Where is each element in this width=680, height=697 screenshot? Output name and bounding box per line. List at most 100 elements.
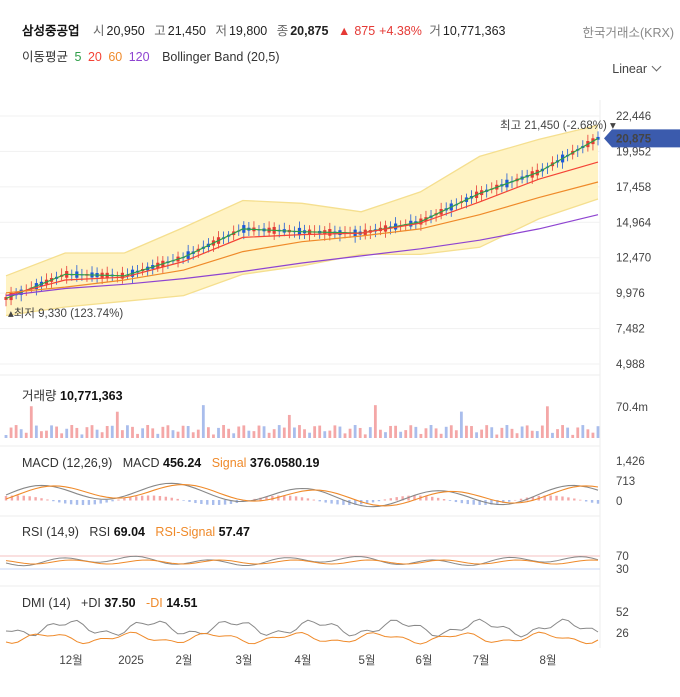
mdi-label: -DI <box>146 596 163 610</box>
volume-bar <box>343 433 347 438</box>
macd-histogram-bar <box>294 496 298 501</box>
volume-bar <box>201 405 205 438</box>
x-axis-label: 12월 <box>59 654 82 667</box>
exchange-label: 한국거래소(KRX) <box>582 26 674 40</box>
macd-histogram-bar <box>69 500 73 505</box>
ma-20[interactable]: 20 <box>87 50 102 64</box>
macd-histogram-bar <box>140 495 144 501</box>
rsi-tick-label: 30 <box>616 564 629 576</box>
volume-bar <box>181 425 185 438</box>
macd-histogram-bar <box>223 500 227 505</box>
price-tick-label: 4,988 <box>616 359 645 371</box>
volume-bar <box>379 429 382 438</box>
last-price-label: 20,875 <box>616 133 652 145</box>
volume-bar <box>308 432 311 438</box>
volume-bar <box>348 428 352 438</box>
volume-bar <box>287 414 291 438</box>
macd-histogram-bar <box>164 496 168 501</box>
macd-histogram-bar <box>81 500 85 506</box>
macd-histogram-bar <box>46 499 49 501</box>
macd-histogram-bar <box>365 500 369 504</box>
volume-bar <box>434 428 438 438</box>
macd-histogram-bar <box>40 498 43 501</box>
macd-histogram-bar <box>283 495 286 501</box>
macd-histogram-bar <box>28 496 31 501</box>
volume-bar <box>414 426 418 438</box>
volume-bar <box>75 427 79 438</box>
macd-histogram-bar <box>490 500 493 505</box>
volume-bar <box>586 429 590 438</box>
volume-bar <box>191 432 195 438</box>
volume-bar <box>333 425 337 438</box>
macd-histogram-bar <box>111 500 114 502</box>
volume-bar <box>120 430 124 438</box>
volume-bar <box>40 431 43 438</box>
volume-bar <box>510 428 514 438</box>
volume-bar <box>480 429 484 438</box>
macd-histogram-bar <box>129 497 132 501</box>
macd-histogram-bar <box>188 500 191 502</box>
macd-histogram-bar <box>584 500 588 502</box>
ma-120[interactable]: 120 <box>128 50 150 64</box>
volume-bar <box>389 425 392 438</box>
macd-value: 456.24 <box>163 456 202 470</box>
volume-bar <box>368 427 372 438</box>
volume-bar <box>247 430 251 438</box>
volume-bar <box>581 425 585 438</box>
volume-bar <box>540 425 544 438</box>
macd-params: MACD (12,26,9) <box>22 456 113 470</box>
ma-5[interactable]: 5 <box>74 50 82 64</box>
volume-bar <box>272 429 276 438</box>
volume-bar <box>394 425 398 438</box>
open-label: 시 <box>93 24 105 38</box>
volume-bar <box>490 427 494 438</box>
scale-dropdown[interactable]: Linear <box>612 62 660 76</box>
volume-bar <box>267 432 271 438</box>
dmi-tick-label: 26 <box>616 628 629 640</box>
macd-histogram-bar <box>247 500 250 501</box>
volume-bar <box>293 427 296 438</box>
volume-bar <box>465 425 468 438</box>
volume-bar <box>338 426 342 438</box>
volume-bar <box>520 426 524 438</box>
plus-di-line <box>5 618 599 638</box>
macd-histogram-bar <box>436 497 440 501</box>
macd-tick-label: 1,426 <box>616 456 645 468</box>
close-value: 20,875 <box>290 24 329 38</box>
volume-bar <box>475 432 478 438</box>
volume-bar <box>252 431 256 438</box>
volume-bar <box>242 425 246 438</box>
volume-panel-value: 10,771,363 <box>60 389 123 403</box>
volume-bar <box>232 433 236 438</box>
quote-header: 삼성중공업 시 20,950 고 21,450 저 19,800 종 20,875 ▲ 8… <box>22 20 511 39</box>
volume-bar <box>566 427 570 438</box>
volume-bar <box>318 425 322 438</box>
volume-bar <box>156 433 160 438</box>
volume-bar <box>126 425 129 438</box>
macd-histogram-bar <box>543 495 546 501</box>
bollinger-label[interactable]: Bollinger Band (20,5) <box>162 50 280 64</box>
volume-bar <box>384 432 387 438</box>
macd-histogram-bar <box>519 498 523 501</box>
volume-bar <box>186 426 190 438</box>
macd-histogram-bar <box>58 500 61 503</box>
volume-bar <box>485 425 489 438</box>
macd-histogram-bar <box>389 498 392 501</box>
volume-bar <box>60 433 64 438</box>
rsi-params: RSI (14,9) <box>22 525 79 539</box>
x-axis-label: 8월 <box>540 654 557 667</box>
volume-bar <box>85 427 89 438</box>
volume-bar <box>105 425 109 438</box>
volume-bar <box>596 426 600 438</box>
ma-60[interactable]: 60 <box>108 50 123 64</box>
macd-histogram-bar <box>496 500 499 504</box>
volume-bar <box>19 429 23 438</box>
macd-histogram-bar <box>318 500 321 502</box>
macd-histogram-bar <box>425 496 428 501</box>
volume-bar <box>14 425 18 438</box>
macd-signal-line <box>5 484 599 507</box>
macd-histogram-bar <box>312 499 316 501</box>
macd-signal-value: 376.0580.19 <box>249 456 320 470</box>
change-up-icon: ▲ <box>337 24 351 38</box>
